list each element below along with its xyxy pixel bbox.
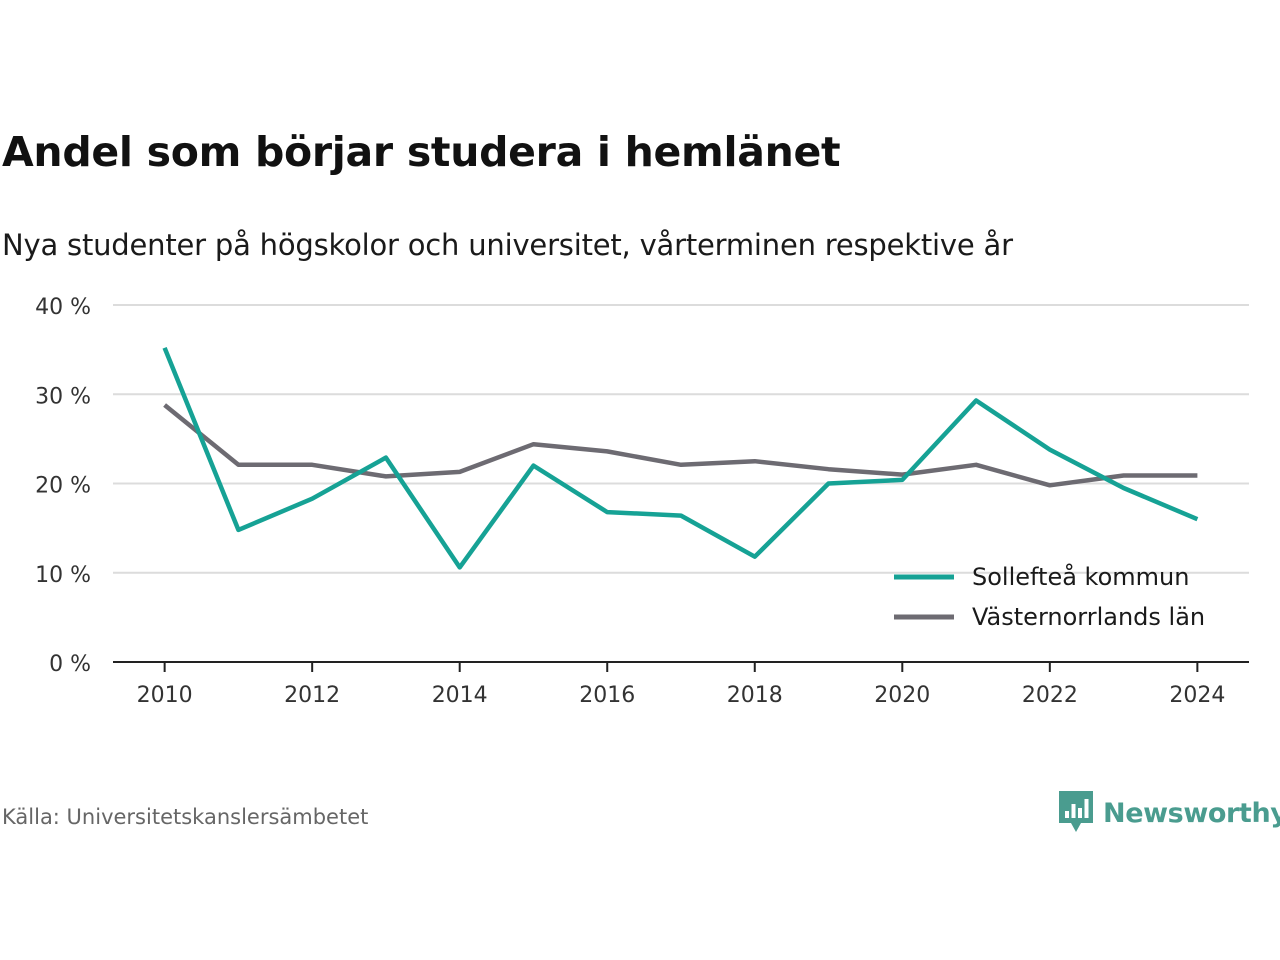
y-axis-ticks: 0 % 10 % 20 % 30 % 40 % bbox=[35, 295, 91, 677]
legend: Sollefteå kommun Västernorrlands län bbox=[894, 562, 1205, 631]
x-tick-label: 2012 bbox=[284, 683, 340, 708]
legend-label: Västernorrlands län bbox=[972, 603, 1205, 631]
grid-lines bbox=[113, 304, 1249, 574]
series-line-vasternorrland bbox=[163, 403, 1198, 488]
y-tick-label: 30 % bbox=[35, 384, 91, 409]
x-tick-label: 2022 bbox=[1022, 683, 1078, 708]
series-line-solleftea bbox=[162, 346, 1199, 570]
newsworthy-logo-icon bbox=[1059, 791, 1093, 832]
y-tick-label: 0 % bbox=[49, 652, 91, 677]
legend-label: Sollefteå kommun bbox=[972, 562, 1189, 591]
x-tick-label: 2020 bbox=[874, 683, 930, 708]
brand-name: Newsworthy bbox=[1103, 797, 1280, 829]
source-note: Källa: Universitetskanslersämbetet bbox=[2, 805, 369, 829]
y-tick-label: 40 % bbox=[35, 295, 91, 320]
x-tick-label: 2010 bbox=[137, 683, 193, 708]
brand-logo: Newsworthy bbox=[1058, 790, 1280, 836]
y-tick-label: 20 % bbox=[35, 474, 91, 499]
x-tick-label: 2016 bbox=[579, 683, 635, 708]
x-tick-label: 2014 bbox=[432, 683, 488, 708]
chart-title: Andel som börjar studera i hemlänet bbox=[2, 128, 841, 176]
chart-subtitle: Nya studenter på högskolor och universit… bbox=[2, 228, 1013, 262]
series-lines bbox=[162, 346, 1199, 570]
x-axis: 2010 2012 2014 2016 2018 2020 2022 2024 bbox=[113, 661, 1249, 708]
x-tick-label: 2018 bbox=[727, 683, 783, 708]
x-tick-label: 2024 bbox=[1169, 683, 1225, 708]
y-tick-label: 10 % bbox=[35, 563, 91, 588]
